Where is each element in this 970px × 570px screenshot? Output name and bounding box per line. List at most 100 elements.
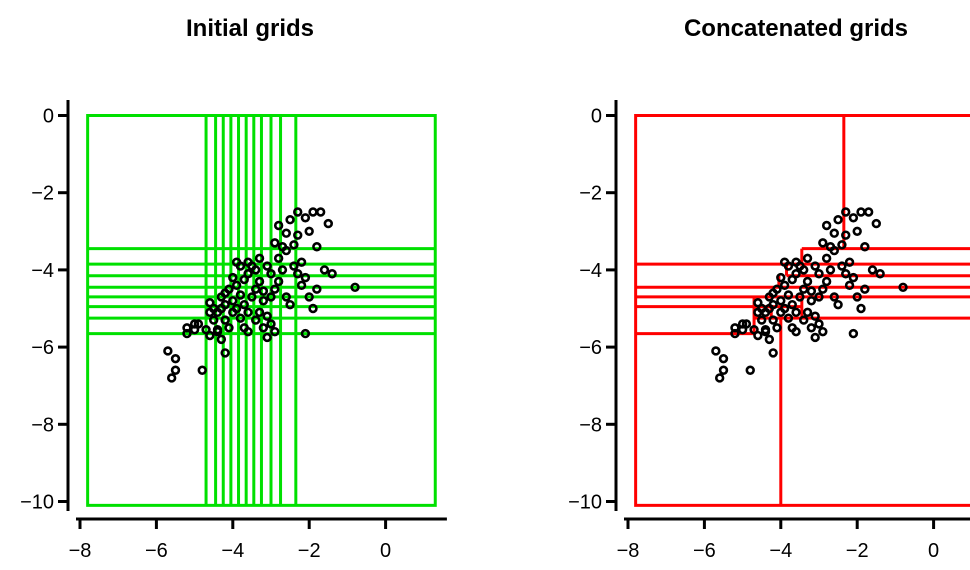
data-point bbox=[327, 269, 337, 279]
data-point bbox=[251, 315, 261, 325]
data-point bbox=[293, 207, 303, 217]
data-point bbox=[220, 288, 230, 298]
y-tick-label: 0 bbox=[43, 106, 54, 128]
data-point bbox=[871, 218, 881, 229]
data-point bbox=[220, 315, 230, 325]
data-point bbox=[848, 272, 859, 283]
x-tick-label: −4 bbox=[221, 540, 244, 562]
data-point bbox=[304, 292, 314, 302]
data-point bbox=[860, 242, 870, 252]
data-point bbox=[848, 328, 859, 339]
data-point bbox=[319, 265, 330, 275]
data-point bbox=[235, 290, 246, 300]
data-point bbox=[228, 272, 238, 283]
data-point bbox=[848, 213, 859, 223]
data-point bbox=[841, 207, 851, 217]
data-point bbox=[806, 296, 817, 306]
y-tick-label: −4 bbox=[31, 260, 54, 282]
y-tick-label: −6 bbox=[31, 337, 54, 359]
data-point bbox=[239, 299, 249, 310]
data-point bbox=[802, 253, 813, 264]
x-tick-label: −6 bbox=[693, 540, 716, 562]
data-point bbox=[844, 280, 855, 291]
data-point bbox=[273, 253, 284, 264]
data-point bbox=[818, 238, 828, 248]
data-point bbox=[220, 299, 230, 310]
data-point bbox=[779, 303, 790, 314]
data-point bbox=[289, 240, 299, 250]
data-point bbox=[756, 315, 767, 325]
data-point bbox=[308, 207, 318, 217]
data-point bbox=[764, 334, 775, 345]
data-point bbox=[833, 215, 843, 225]
data-point bbox=[266, 319, 276, 329]
data-point bbox=[254, 276, 265, 287]
data-point bbox=[806, 286, 817, 296]
data-point bbox=[772, 323, 782, 333]
data-point bbox=[768, 288, 778, 298]
chart-title: Initial grids bbox=[186, 15, 314, 42]
data-point bbox=[293, 269, 303, 279]
data-point bbox=[258, 296, 269, 306]
data-point bbox=[799, 315, 809, 325]
data-point bbox=[863, 207, 874, 217]
data-point bbox=[787, 274, 797, 285]
data-point bbox=[239, 274, 249, 285]
data-point bbox=[323, 218, 333, 229]
data-point bbox=[277, 242, 288, 252]
data-point bbox=[833, 299, 843, 310]
data-point bbox=[768, 348, 778, 358]
data-point bbox=[852, 226, 862, 237]
data-point bbox=[818, 284, 828, 294]
data-point bbox=[266, 269, 276, 279]
data-point bbox=[212, 326, 223, 337]
data-point bbox=[231, 280, 242, 291]
grid-layer bbox=[634, 114, 970, 507]
data-point bbox=[224, 323, 234, 333]
data-point bbox=[285, 299, 295, 310]
data-point bbox=[228, 296, 238, 306]
data-point bbox=[315, 207, 326, 217]
data-point bbox=[745, 365, 755, 375]
data-point bbox=[756, 303, 767, 314]
grid-layer bbox=[86, 114, 437, 507]
data-point bbox=[825, 242, 836, 252]
data-point bbox=[791, 326, 801, 337]
data-point bbox=[825, 265, 836, 275]
y-tick-label: −4 bbox=[579, 260, 602, 282]
data-point bbox=[829, 228, 839, 238]
data-point bbox=[247, 292, 257, 302]
data-point bbox=[300, 213, 311, 223]
data-point bbox=[231, 257, 242, 267]
data-point bbox=[768, 315, 778, 325]
data-point bbox=[270, 238, 280, 248]
data-point bbox=[810, 261, 820, 271]
data-point bbox=[714, 373, 725, 383]
panel-initial-grids: Initial grids −8 −6 −4 −2 0 0 −2 −4 −6 −8 −10 bbox=[20, 15, 447, 562]
x-tick-label: −2 bbox=[298, 540, 321, 562]
y-tick-label: −2 bbox=[31, 183, 54, 205]
data-point bbox=[814, 269, 824, 279]
data-point bbox=[251, 265, 261, 275]
data-point bbox=[189, 325, 200, 335]
data-point bbox=[795, 292, 805, 302]
data-point bbox=[844, 257, 855, 267]
x-tick-label: −4 bbox=[769, 540, 792, 562]
data-point bbox=[163, 346, 173, 356]
data-point bbox=[258, 323, 269, 333]
data-point bbox=[235, 313, 246, 323]
data-point bbox=[182, 328, 192, 339]
data-point bbox=[856, 303, 866, 314]
data-point bbox=[312, 284, 322, 294]
data-point bbox=[799, 284, 809, 294]
data-point bbox=[220, 348, 230, 358]
data-point bbox=[266, 292, 276, 302]
data-point bbox=[273, 276, 284, 287]
data-point bbox=[270, 326, 280, 337]
data-point bbox=[837, 261, 847, 271]
data-point bbox=[258, 286, 269, 296]
data-point bbox=[875, 269, 885, 279]
data-point bbox=[810, 311, 820, 321]
grid-box bbox=[634, 114, 970, 507]
data-point bbox=[768, 299, 778, 310]
